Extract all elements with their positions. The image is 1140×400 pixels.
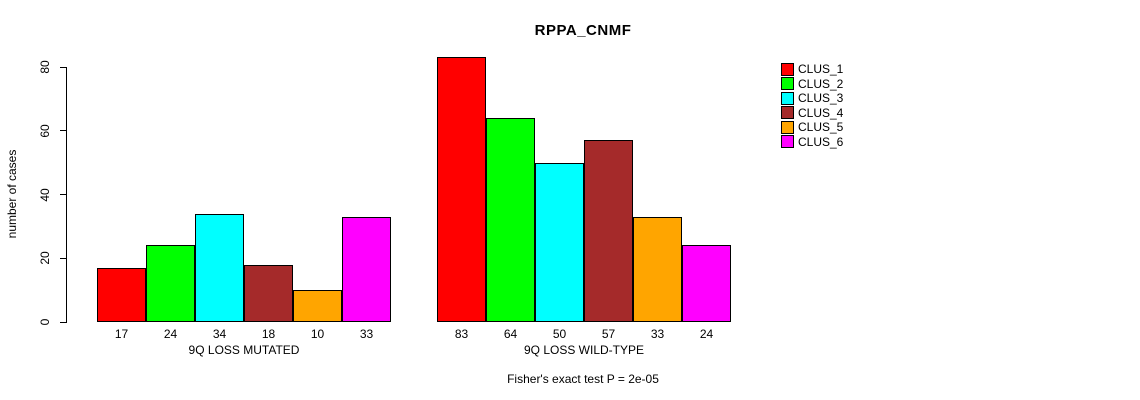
legend-item: CLUS_3 [781,91,843,106]
legend-item: CLUS_4 [781,106,843,121]
bar-clus_5-mutated [293,290,342,322]
bar-value-label: 34 [212,327,227,341]
legend-item: CLUS_5 [781,120,843,135]
legend-label: CLUS_6 [798,134,844,149]
y-axis-tick [60,321,66,323]
bar-value-label: 17 [114,327,129,341]
stat-annotation: Fisher's exact test P = 2e-05 [507,372,659,386]
bar-value-label: 10 [310,327,325,341]
y-axis-tick-label: 40 [38,187,52,202]
x-axis-group-label: 9Q LOSS WILD-TYPE [523,343,645,357]
legend-color-swatch-clus_5 [781,120,794,134]
bar-clus_6-wildtype [682,245,731,322]
bar-clus_3-wildtype [535,163,584,322]
y-axis-tick [60,194,66,195]
legend-item: CLUS_1 [781,62,843,77]
bar-clus_4-wildtype [584,140,633,322]
y-axis-tick [60,66,66,68]
legend-label: CLUS_2 [798,76,844,91]
legend-label: CLUS_4 [798,105,844,120]
bar-value-label: 50 [552,327,567,341]
bar-value-label: 83 [454,327,469,341]
bar-clus_2-wildtype [486,118,535,322]
legend-label: CLUS_3 [798,91,844,106]
bar-clus_3-mutated [195,214,244,322]
y-axis-tick-label: 80 [38,60,52,74]
bar-value-label: 33 [650,327,665,341]
y-axis-tick-label: 20 [38,251,52,265]
legend-item: CLUS_2 [781,77,843,92]
y-axis-tick-label: 60 [38,124,52,138]
bar-clus_1-wildtype [437,57,486,322]
bar-value-label: 24 [699,327,714,341]
chart-title: RPPA_CNMF [534,22,632,39]
legend-color-swatch-clus_6 [781,135,794,149]
y-axis-tick [60,257,66,259]
legend-color-swatch-clus_4 [781,106,794,120]
legend: CLUS_1 CLUS_2 CLUS_3 CLUS_4 CLUS_5 CLUS_6 [781,62,843,149]
bar-value-label: 18 [261,327,276,341]
bar-value-label: 24 [163,327,178,341]
bar-clus_4-mutated [244,265,293,322]
x-axis-group-label: 9Q LOSS MUTATED [188,343,300,357]
y-axis-line [66,67,67,323]
legend-item: CLUS_6 [781,135,843,150]
bar-value-label: 33 [359,327,374,341]
y-axis-title: number of cases [5,149,19,239]
legend-color-swatch-clus_3 [781,91,794,105]
legend-color-swatch-clus_2 [781,77,794,91]
bar-clus_6-mutated [342,217,391,322]
bar-clus_2-mutated [146,245,195,322]
legend-label: CLUS_1 [798,62,844,77]
legend-color-swatch-clus_1 [781,62,794,76]
legend-label: CLUS_5 [798,120,844,135]
bar-clus_5-wildtype [633,217,682,322]
y-axis-tick-label: 0 [38,318,52,326]
bar-clus_1-mutated [97,268,146,322]
bar-value-label: 64 [503,327,518,341]
bar-value-label: 57 [601,327,616,341]
y-axis-tick [60,130,66,132]
